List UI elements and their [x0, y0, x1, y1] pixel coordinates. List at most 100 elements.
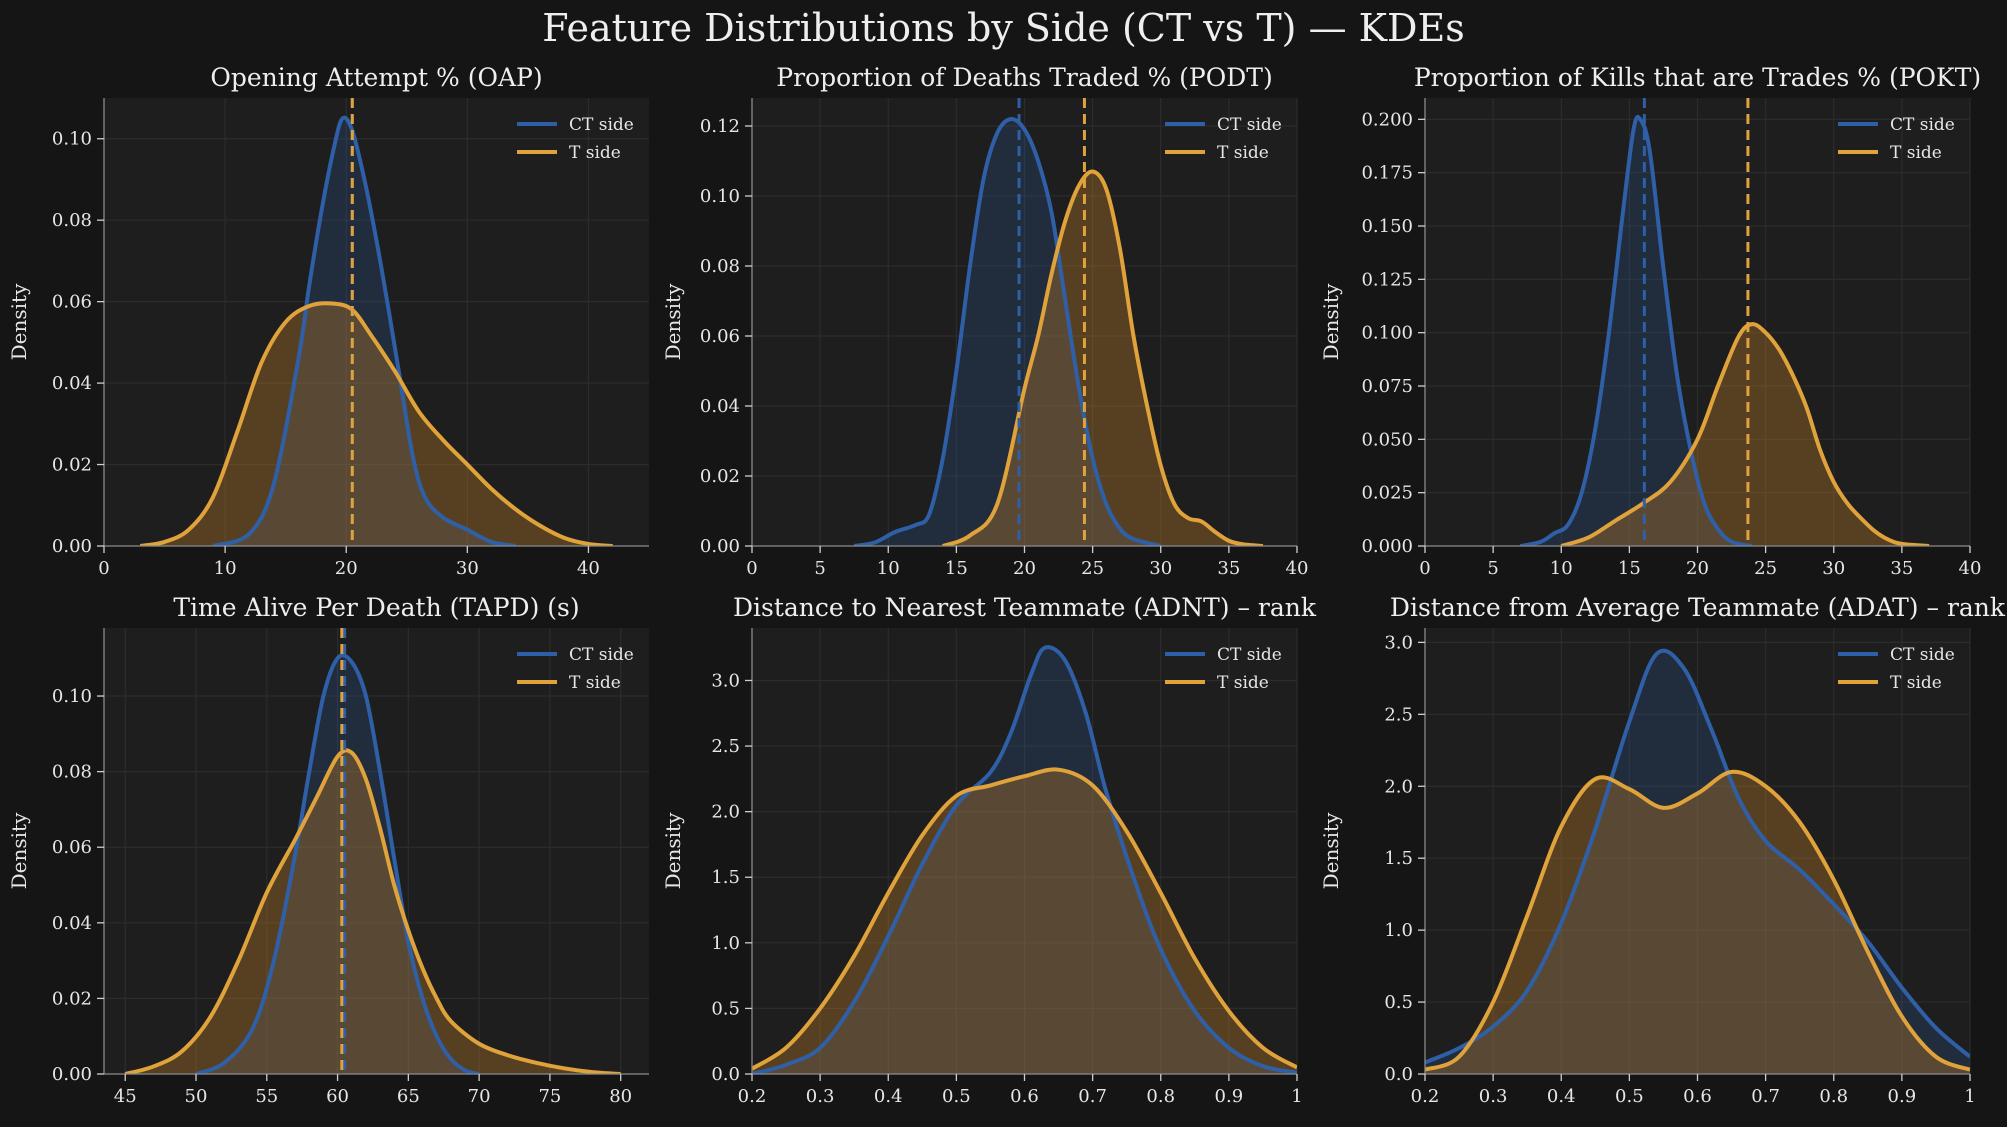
- density-line-t-side: [139, 301, 613, 546]
- legend-label-ct-side: CT side: [1217, 645, 1282, 665]
- y-tick-label: 0.08: [52, 762, 92, 783]
- x-tick-label: 65: [397, 1086, 420, 1107]
- x-tick-label: 0.8: [1819, 1086, 1848, 1107]
- density-fill-t-side: [752, 769, 1297, 1074]
- x-tick-label: 0: [746, 558, 757, 579]
- x-tick-label: 30: [1149, 558, 1172, 579]
- chart-panel-1: 0 10 20 30 40 0.00 0.02 0.04 0.06 0.08 0.10 Density…: [7, 63, 649, 579]
- y-tick-label: 0.00: [52, 1064, 92, 1085]
- x-tick-label: 0: [1419, 558, 1430, 579]
- x-tick-label: 0.2: [738, 1086, 767, 1107]
- y-tick-label: 2.5: [1384, 704, 1413, 725]
- y-axis-label: Density: [7, 812, 31, 889]
- x-tick-label: 10: [214, 558, 237, 579]
- density-fill-t-side: [125, 750, 621, 1074]
- x-tick-label: 0.7: [1751, 1086, 1780, 1107]
- density-fill-ct-side: [1425, 650, 1970, 1074]
- x-tick-label: 5: [1487, 558, 1498, 579]
- y-tick-label: 0.12: [700, 116, 740, 137]
- x-tick-label: 40: [577, 558, 600, 579]
- y-tick-label: 0.200: [1361, 109, 1413, 130]
- chart-panel-6: 0.2 0.3 0.4 0.5 0.6 0.7 0.8 0.9 1 0.0 0.5 1.0 1.5 2.0…: [1319, 593, 2006, 1107]
- panel-title: Distance to Nearest Teammate (ADNT) – ra…: [733, 593, 1317, 622]
- y-tick-label: 0.10: [52, 129, 92, 150]
- x-tick-label: 10: [1550, 558, 1573, 579]
- x-tick-label: 0.4: [1547, 1086, 1576, 1107]
- x-tick-label: 75: [538, 1086, 561, 1107]
- y-tick-label: 1.0: [711, 933, 740, 954]
- density-line-t-side: [1560, 322, 1930, 546]
- legend-label-t-side: T side: [1890, 143, 1942, 163]
- plot-area: [104, 628, 649, 1074]
- x-tick-label: 50: [185, 1086, 208, 1107]
- density-fill-ct-side: [752, 647, 1297, 1074]
- x-tick-label: 0.6: [1683, 1086, 1712, 1107]
- x-tick-label: 25: [1081, 558, 1104, 579]
- y-tick-label: 1.5: [1384, 848, 1413, 869]
- panel-title: Opening Attempt % (OAP): [210, 63, 542, 92]
- legend-label-t-side: T side: [1890, 673, 1942, 693]
- x-tick-label: 10: [877, 558, 900, 579]
- legend-label-ct-side: CT side: [1890, 115, 1955, 135]
- x-tick-label: 0: [98, 558, 109, 579]
- legend-label-ct-side: CT side: [1890, 645, 1955, 665]
- x-tick-label: 0.3: [1479, 1086, 1508, 1107]
- y-tick-label: 0.10: [52, 686, 92, 707]
- y-tick-label: 0.04: [700, 396, 740, 417]
- figure-title: Feature Distributions by Side (CT vs T) …: [542, 6, 1465, 50]
- y-tick-label: 0.02: [52, 455, 92, 476]
- x-tick-label: 30: [1822, 558, 1845, 579]
- x-tick-label: 15: [1618, 558, 1641, 579]
- x-tick-label: 0.3: [806, 1086, 835, 1107]
- x-tick-label: 45: [114, 1086, 137, 1107]
- y-tick-label: 3.0: [1384, 632, 1413, 653]
- y-tick-label: 1.5: [711, 867, 740, 888]
- density-fill-t-side: [942, 171, 1263, 546]
- x-tick-label: 0.8: [1146, 1086, 1175, 1107]
- y-tick-label: 1.0: [1384, 920, 1413, 941]
- x-tick-label: 1: [1964, 1086, 1975, 1107]
- y-tick-label: 0.08: [52, 210, 92, 231]
- y-axis-label: Density: [1319, 283, 1343, 360]
- legend-label-t-side: T side: [569, 143, 621, 163]
- x-tick-label: 1: [1291, 1086, 1302, 1107]
- x-tick-label: 35: [1890, 558, 1913, 579]
- density-fill-ct-side: [196, 655, 480, 1074]
- x-tick-label: 0.5: [1615, 1086, 1644, 1107]
- x-tick-label: 0.9: [1888, 1086, 1917, 1107]
- legend-label-t-side: T side: [1217, 673, 1269, 693]
- chart-panel-3: 0 5 10 15 20 25 30 35 40 0.000 0.025 0.050 0.075 0.10…: [1319, 63, 1981, 579]
- y-tick-label: 0.025: [1361, 483, 1413, 504]
- x-tick-label: 0.2: [1411, 1086, 1440, 1107]
- plot-area: [104, 98, 649, 546]
- x-tick-label: 55: [255, 1086, 278, 1107]
- density-line-ct-side: [1519, 114, 1753, 546]
- density-line-ct-side: [853, 116, 1162, 546]
- density-fill-ct-side: [1520, 116, 1752, 546]
- chart-panel-2: 0 5 10 15 20 25 30 35 40 0.00 0.02 0.04 0.06 0.08 0.10…: [661, 63, 1308, 579]
- x-tick-label: 15: [945, 558, 968, 579]
- x-tick-label: 20: [335, 558, 358, 579]
- x-tick-label: 35: [1217, 558, 1240, 579]
- y-tick-label: 2.0: [711, 802, 740, 823]
- y-axis-label: Density: [7, 283, 31, 360]
- legend-label-ct-side: CT side: [1217, 115, 1282, 135]
- x-tick-label: 0.6: [1010, 1086, 1039, 1107]
- panel-title: Distance from Average Teammate (ADAT) – …: [1390, 593, 2006, 622]
- y-tick-label: 0.5: [1384, 992, 1413, 1013]
- panel-title: Proportion of Kills that are Trades % (P…: [1414, 63, 1981, 92]
- y-tick-label: 0.5: [711, 998, 740, 1019]
- x-tick-label: 60: [326, 1086, 349, 1107]
- density-fill-t-side: [140, 303, 613, 546]
- legend-label-t-side: T side: [1217, 143, 1269, 163]
- y-tick-label: 0.04: [52, 913, 92, 934]
- density-line-ct-side: [212, 115, 517, 546]
- density-line-t-side: [1425, 769, 1970, 1072]
- legend-label-ct-side: CT side: [569, 115, 634, 135]
- density-line-ct-side: [752, 645, 1297, 1074]
- y-tick-label: 0.000: [1361, 536, 1413, 557]
- y-axis-label: Density: [1319, 812, 1343, 889]
- y-tick-label: 0.075: [1361, 376, 1413, 397]
- x-tick-label: 30: [456, 558, 479, 579]
